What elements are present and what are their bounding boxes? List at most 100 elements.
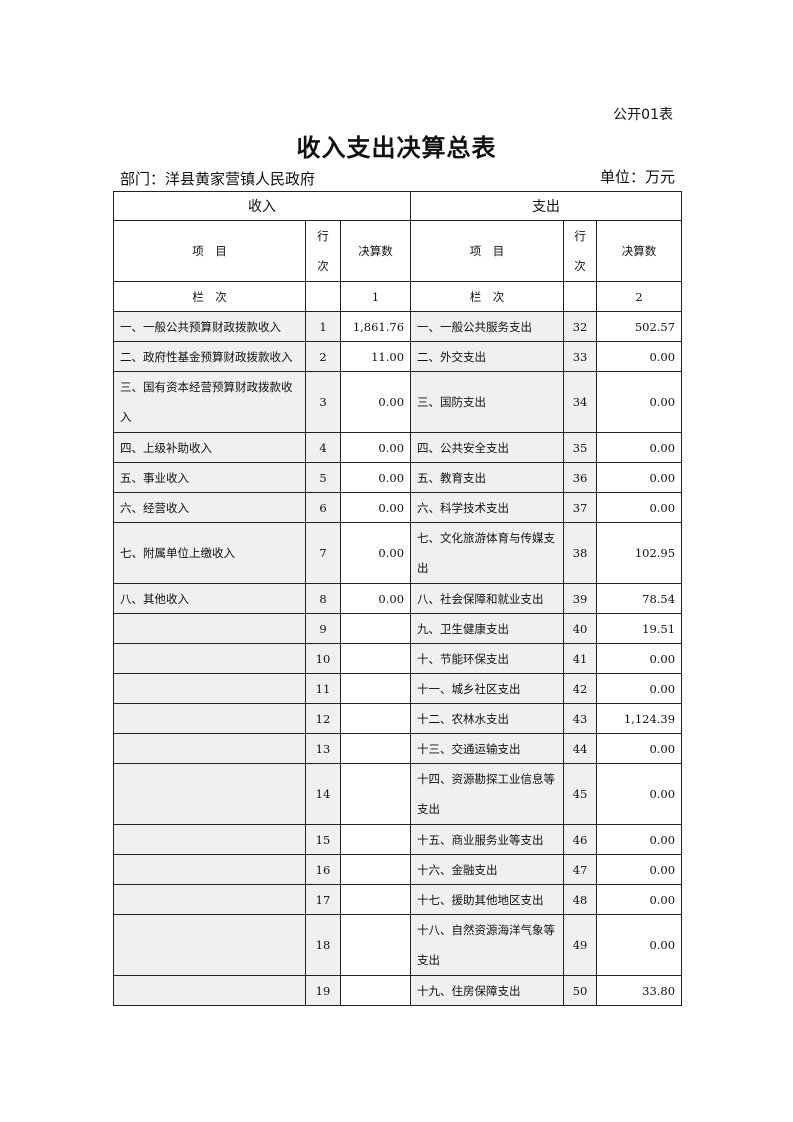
expense-line-cell: 50 xyxy=(563,975,598,1006)
expense-item-cell: 六、科学技术支出 xyxy=(410,492,565,523)
income-item-cell xyxy=(113,763,306,825)
expense-item-cell: 四、公共安全支出 xyxy=(410,432,565,463)
income-amount-cell xyxy=(339,673,412,704)
income-item-cell: 六、经营收入 xyxy=(113,492,306,523)
income-item-cell xyxy=(113,733,306,764)
expense-line-cell: 39 xyxy=(563,583,598,614)
income-item-cell: 三、国有资本经营预算财政拨款收入 xyxy=(113,371,306,433)
income-amount-cell: 0.00 xyxy=(339,462,412,493)
income-line-cell: 5 xyxy=(305,462,341,493)
table-row: 9 九、卫生健康支出 40 19.51 xyxy=(113,613,683,644)
income-item-cell xyxy=(113,824,306,855)
expense-item-cell: 十五、商业服务业等支出 xyxy=(410,824,565,855)
income-column-number: 1 xyxy=(339,281,412,312)
income-item-cell: 八、其他收入 xyxy=(113,583,306,614)
expense-line-cell: 47 xyxy=(563,854,598,885)
table-row: 二、政府性基金预算财政拨款收入 2 11.00 二、外交支出 33 0.00 xyxy=(113,341,683,372)
income-line-cell: 3 xyxy=(305,371,341,433)
expense-item-cell: 十一、城乡社区支出 xyxy=(410,673,565,704)
expense-line-cell: 48 xyxy=(563,884,598,915)
income-item-cell xyxy=(113,673,306,704)
income-amount-cell: 0.00 xyxy=(339,371,412,433)
income-line-cell: 13 xyxy=(305,733,341,764)
income-item-cell xyxy=(113,884,306,915)
income-line-cell: 6 xyxy=(305,492,341,523)
table-row: 三、国有资本经营预算财政拨款收入 3 0.00 三、国防支出 34 0.00 xyxy=(113,371,683,433)
expense-amount-cell: 0.00 xyxy=(596,341,683,372)
expense-line-cell: 34 xyxy=(563,371,598,433)
expense-section-header: 支出 xyxy=(410,191,683,221)
income-line-cell: 8 xyxy=(305,583,341,614)
expense-item-cell: 十六、金融支出 xyxy=(410,854,565,885)
expense-line-cell: 37 xyxy=(563,492,598,523)
income-amount-cell xyxy=(339,763,412,825)
expense-item-cell: 一、一般公共服务支出 xyxy=(410,311,565,342)
income-line-cell: 9 xyxy=(305,613,341,644)
table-row: 八、其他收入 8 0.00 八、社会保障和就业支出 39 78.54 xyxy=(113,583,683,614)
expense-item-cell: 七、文化旅游体育与传媒支出 xyxy=(410,522,565,584)
expense-line-cell: 33 xyxy=(563,341,598,372)
income-line-cell: 12 xyxy=(305,703,341,734)
income-line-cell: 7 xyxy=(305,522,341,584)
income-amount-cell: 0.00 xyxy=(339,492,412,523)
expense-amount-cell: 0.00 xyxy=(596,733,683,764)
empty-cell xyxy=(305,281,341,312)
expense-item-cell: 五、教育支出 xyxy=(410,462,565,493)
expense-amount-cell: 0.00 xyxy=(596,824,683,855)
expense-item-cell: 十七、援助其他地区支出 xyxy=(410,884,565,915)
expense-line-cell: 45 xyxy=(563,763,598,825)
income-amount-cell xyxy=(339,914,412,976)
table-row: 11 十一、城乡社区支出 42 0.00 xyxy=(113,673,683,704)
income-amount-cell: 11.00 xyxy=(339,341,412,372)
income-line-cell: 10 xyxy=(305,643,341,674)
expense-amount-cell: 0.00 xyxy=(596,432,683,463)
income-expense-table: 收入 支出 项 目 行次 决算数 项 目 行次 决算数 栏 次 1 栏 次 2 … xyxy=(112,191,683,1006)
expense-line-cell: 40 xyxy=(563,613,598,644)
expense-amount-cell: 19.51 xyxy=(596,613,683,644)
expense-amount-cell: 0.00 xyxy=(596,763,683,825)
expense-line-header: 行次 xyxy=(563,220,598,282)
section-header-row: 收入 支出 xyxy=(112,191,683,221)
expense-item-header: 项 目 xyxy=(410,220,565,282)
table-row: 16 十六、金融支出 47 0.00 xyxy=(113,854,683,885)
table-row: 19 十九、住房保障支出 50 33.80 xyxy=(113,975,683,1006)
income-line-cell: 17 xyxy=(305,884,341,915)
expense-amount-cell: 0.00 xyxy=(596,371,683,433)
income-amount-cell: 0.00 xyxy=(339,583,412,614)
expense-line-cell: 42 xyxy=(563,673,598,704)
table-row: 五、事业收入 5 0.00 五、教育支出 36 0.00 xyxy=(113,462,683,493)
expense-item-cell: 二、外交支出 xyxy=(410,341,565,372)
expense-line-cell: 44 xyxy=(563,733,598,764)
expense-amount-cell: 0.00 xyxy=(596,884,683,915)
income-item-cell: 一、一般公共预算财政拨款收入 xyxy=(113,311,306,342)
expense-item-cell: 九、卫生健康支出 xyxy=(410,613,565,644)
expense-item-cell: 十八、自然资源海洋气象等支出 xyxy=(410,914,565,976)
income-amount-header: 决算数 xyxy=(339,220,412,282)
income-item-cell: 五、事业收入 xyxy=(113,462,306,493)
income-amount-cell xyxy=(339,643,412,674)
table-row: 10 十、节能环保支出 41 0.00 xyxy=(113,643,683,674)
income-item-cell xyxy=(113,613,306,644)
expense-amount-cell: 0.00 xyxy=(596,643,683,674)
expense-amount-cell: 0.00 xyxy=(596,854,683,885)
department-label: 部门：洋县黄家营镇人民政府 xyxy=(120,170,316,188)
expense-column-number: 2 xyxy=(596,281,683,312)
expense-item-cell: 三、国防支出 xyxy=(410,371,565,433)
income-amount-cell xyxy=(339,884,412,915)
form-code: 公开01表 xyxy=(613,107,673,123)
expense-line-cell: 38 xyxy=(563,522,598,584)
expense-amount-cell: 502.57 xyxy=(596,311,683,342)
income-amount-cell xyxy=(339,824,412,855)
income-amount-cell xyxy=(339,854,412,885)
income-amount-cell xyxy=(339,703,412,734)
income-amount-cell: 0.00 xyxy=(339,522,412,584)
income-line-cell: 14 xyxy=(305,763,341,825)
table-row: 14 十四、资源勘探工业信息等支出 45 0.00 xyxy=(113,763,683,825)
income-item-cell: 二、政府性基金预算财政拨款收入 xyxy=(113,341,306,372)
expense-item-cell: 八、社会保障和就业支出 xyxy=(410,583,565,614)
expense-amount-header: 决算数 xyxy=(596,220,683,282)
unit-label: 单位：万元 xyxy=(599,168,675,186)
table-row: 17 十七、援助其他地区支出 48 0.00 xyxy=(113,884,683,915)
expense-line-cell: 36 xyxy=(563,462,598,493)
income-line-cell: 11 xyxy=(305,673,341,704)
